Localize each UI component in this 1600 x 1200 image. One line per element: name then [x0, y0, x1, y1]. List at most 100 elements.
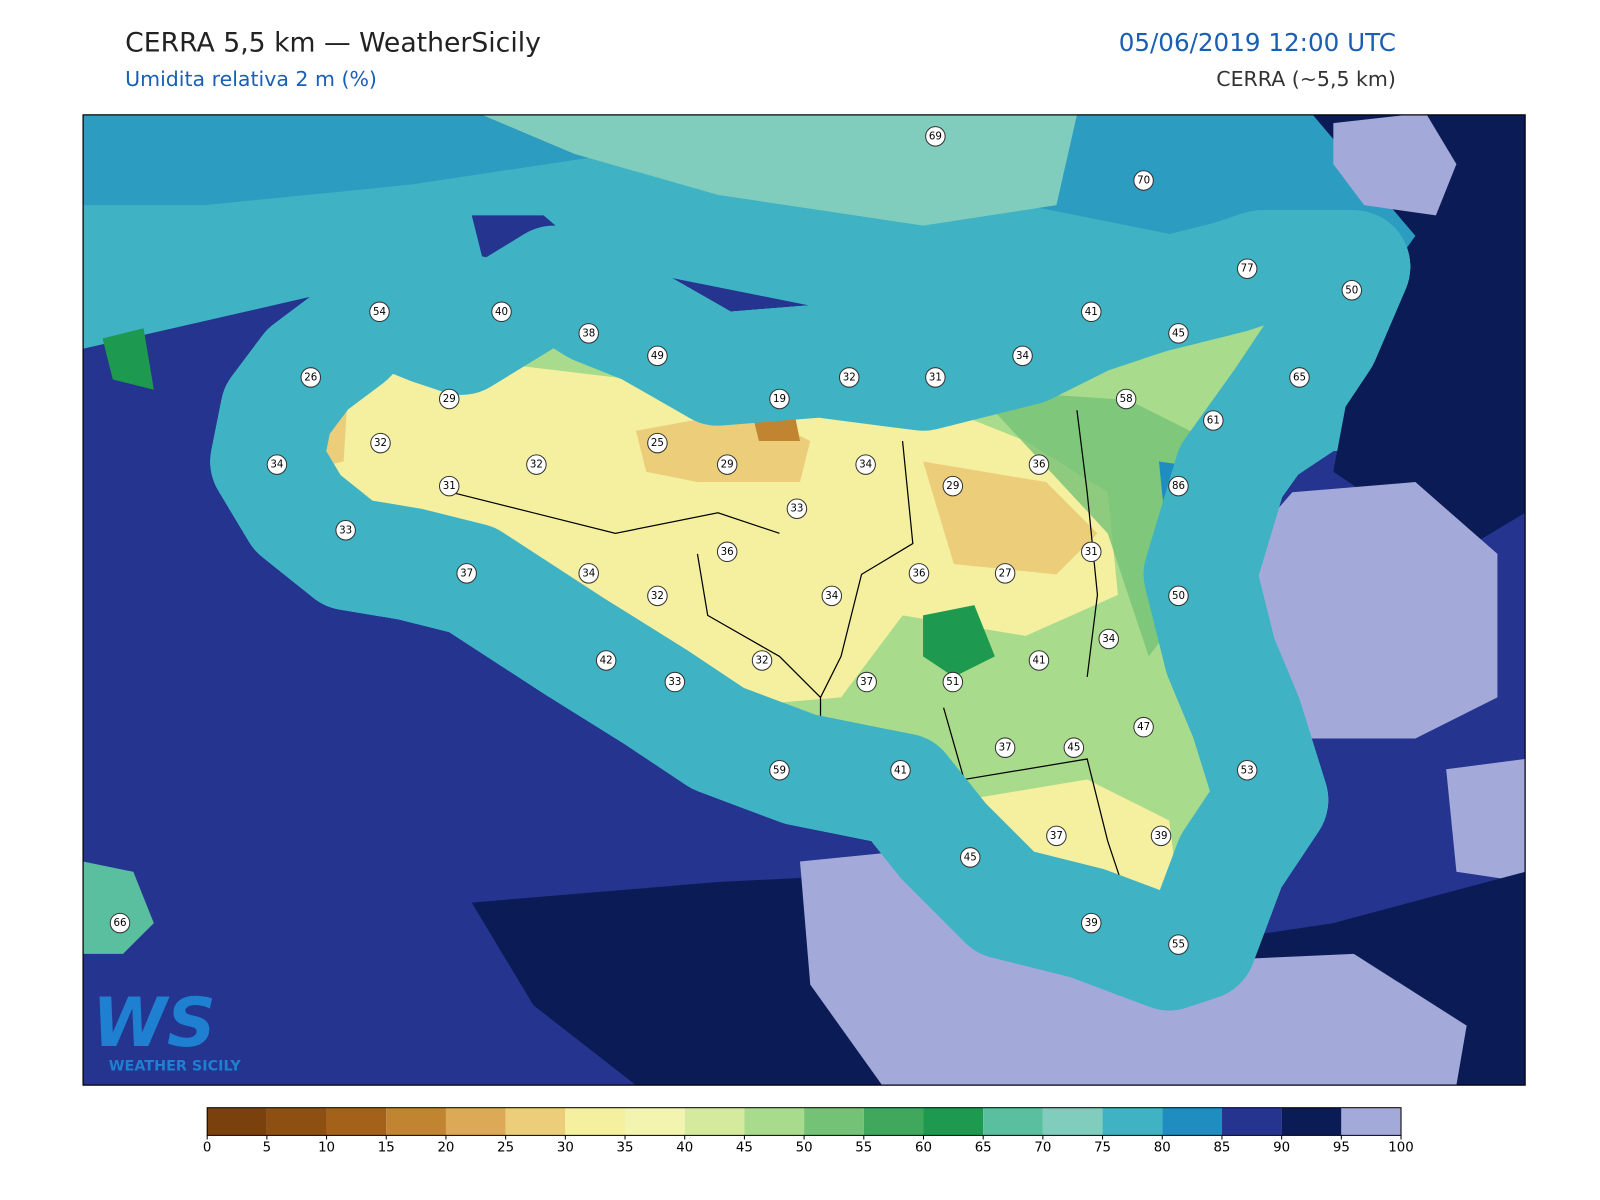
colorbar-swatch — [983, 1107, 1043, 1136]
station-marker — [526, 454, 547, 475]
station-value: 29 — [721, 459, 734, 471]
station-marker — [1341, 279, 1363, 301]
station-value: 51 — [946, 676, 959, 688]
station-marker — [1012, 345, 1033, 367]
colorbar-tick-label: 5 — [263, 1141, 271, 1156]
station-value: 37 — [460, 567, 473, 579]
station-marker — [994, 737, 1016, 758]
station-marker — [456, 563, 477, 584]
colorbar-tick-label: 80 — [1154, 1141, 1171, 1156]
station-value: 37 — [999, 742, 1012, 754]
station-marker — [838, 367, 860, 388]
station-marker — [925, 126, 946, 147]
station-marker — [908, 563, 930, 584]
station-marker — [438, 388, 460, 410]
colorbar-swatch — [625, 1107, 685, 1136]
station-value: 33 — [790, 503, 803, 515]
station-value: 54 — [373, 306, 386, 318]
map-title: CERRA 5,5 km — WeatherSicily — [125, 28, 541, 59]
station-value: 59 — [773, 764, 786, 776]
station-marker — [369, 301, 390, 323]
station-marker — [1115, 388, 1137, 410]
station-value: 36 — [721, 546, 734, 558]
colorbar-tick-label: 50 — [796, 1141, 813, 1156]
colorbar-swatch — [1281, 1107, 1342, 1136]
map-frame — [82, 114, 1526, 1086]
colorbar-swatch — [1221, 1107, 1282, 1136]
station-value: 41 — [1085, 306, 1098, 318]
station-value: 31 — [443, 480, 456, 492]
station-marker — [1236, 759, 1258, 781]
colorbar-swatch — [326, 1107, 387, 1136]
station-value: 25 — [651, 437, 664, 449]
station-value: 45 — [1067, 742, 1080, 754]
colorbar-tick-label: 0 — [203, 1141, 211, 1156]
colorbar-tick-label: 70 — [1034, 1141, 1051, 1156]
station-marker — [716, 541, 738, 563]
station-marker — [1081, 301, 1102, 323]
station-value: 49 — [651, 350, 664, 362]
station-value: 27 — [999, 567, 1012, 579]
station-marker — [821, 585, 843, 607]
station-value: 34 — [825, 590, 838, 602]
station-value: 39 — [1155, 830, 1168, 842]
station-value: 41 — [1032, 655, 1045, 667]
station-value: 45 — [1172, 327, 1185, 339]
station-value: 26 — [304, 371, 317, 383]
station-marker — [1081, 541, 1102, 563]
colorbar-tick-label: 30 — [557, 1141, 574, 1156]
station-value: 39 — [1085, 917, 1098, 929]
map-model: CERRA (~5,5 km) — [1216, 67, 1396, 91]
colorbar-swatch — [505, 1107, 566, 1136]
station-marker — [1150, 825, 1172, 847]
station-value: 33 — [668, 676, 681, 688]
colorbar-swatch — [804, 1107, 864, 1136]
colorbar-tick-label: 40 — [676, 1141, 693, 1156]
station-marker — [1046, 825, 1067, 847]
station-marker — [786, 498, 808, 519]
station-value: 34 — [1016, 350, 1029, 362]
station-value: 45 — [964, 851, 977, 863]
station-value: 70 — [1137, 175, 1150, 187]
colorbar-swatch — [1102, 1107, 1163, 1136]
colorbar-tick-label: 65 — [975, 1141, 992, 1156]
station-marker — [769, 759, 790, 781]
station-marker — [925, 367, 946, 388]
station-value: 29 — [443, 393, 456, 405]
station-marker — [578, 563, 599, 584]
station-value: 31 — [929, 371, 942, 383]
station-value: 32 — [756, 655, 769, 667]
station-marker — [595, 650, 617, 671]
colorbar-swatch — [386, 1107, 446, 1136]
map-subtitle: Umidita relativa 2 m (%) — [125, 67, 377, 91]
colorbar-tick-label: 10 — [318, 1141, 335, 1156]
colorbar-tick-label: 45 — [736, 1141, 753, 1156]
station-value: 69 — [929, 130, 942, 142]
station-marker — [300, 367, 322, 388]
station-value: 34 — [270, 459, 283, 471]
colorbar-tick-label: 85 — [1213, 1141, 1230, 1156]
station-value: 61 — [1207, 415, 1220, 427]
station-labels: 69 70 77 50 54 40 38 49 41 45 34 32 31 26 29 19 58 61 65 32… — [109, 126, 1363, 955]
station-marker — [109, 912, 131, 934]
station-value: 32 — [374, 437, 387, 449]
station-marker — [1081, 912, 1102, 934]
station-marker — [1203, 410, 1224, 431]
station-marker — [716, 454, 738, 475]
colorbar-swatch — [863, 1107, 924, 1136]
station-value: 65 — [1293, 371, 1306, 383]
station-marker — [335, 519, 356, 541]
station-value: 66 — [113, 917, 126, 929]
colorbar-tick-label: 35 — [617, 1141, 634, 1156]
colorbar-swatch — [565, 1107, 626, 1136]
station-marker — [942, 475, 964, 497]
colorbar-tick-label: 55 — [855, 1141, 872, 1156]
station-marker — [855, 454, 876, 475]
station-marker — [890, 759, 911, 781]
station-value: 53 — [1241, 764, 1254, 776]
station-value: 32 — [651, 590, 664, 602]
station-marker — [578, 323, 599, 344]
station-marker — [370, 432, 391, 454]
station-value: 58 — [1120, 393, 1133, 405]
